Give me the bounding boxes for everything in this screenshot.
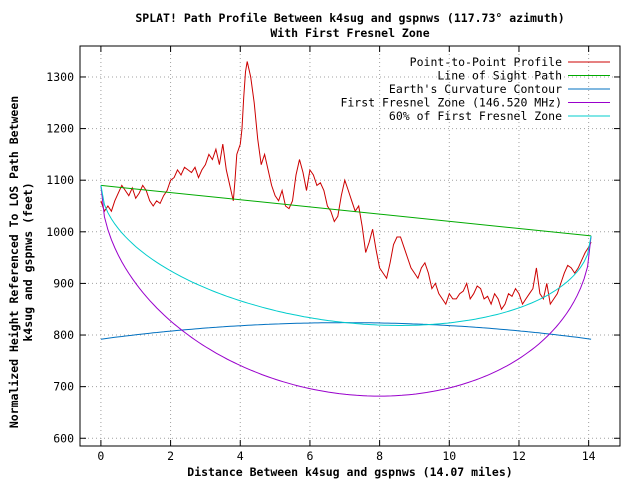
y-tick-label: 600 (53, 431, 74, 445)
series-line-of-sight-path (100, 184, 592, 237)
legend-label: 60% of First Fresnel Zone (389, 109, 562, 123)
x-tick-label: 4 (237, 449, 244, 463)
y-axis-label-line1: Normalized Height Referenced To LOS Path… (7, 96, 21, 428)
x-tick-label: 10 (442, 449, 456, 463)
x-tick-label: 6 (306, 449, 313, 463)
legend-label: First Fresnel Zone (146.520 MHz) (340, 96, 562, 110)
y-tick-label: 1300 (46, 70, 74, 84)
y-axis-label-line2: k4sug and gspnws (feet) (21, 182, 35, 341)
series-point-to-point-profile (100, 61, 592, 311)
legend-label: Point-to-Point Profile (410, 55, 562, 69)
x-tick-label: 2 (167, 449, 174, 463)
series-earth-s-curvature-contour (100, 322, 592, 340)
legend-label: Earth's Curvature Contour (389, 82, 562, 96)
plot-frame (79, 45, 621, 447)
series-lines (100, 61, 592, 397)
y-tick-label: 1200 (46, 122, 74, 136)
series-first-fresnel-zone-146-520-mhz (100, 185, 592, 397)
axis-ticks: 0 2 4 6 8 10 12 14 600 700 800 900 1000 1100 1200 1300 (46, 46, 620, 463)
chart-subtitle: With First Fresnel Zone (270, 26, 429, 40)
x-tick-label: 12 (512, 449, 526, 463)
chart-title: SPLAT! Path Profile Between k4sug and gs… (135, 11, 564, 25)
y-tick-label: 700 (53, 380, 74, 394)
y-tick-label: 800 (53, 328, 74, 342)
series-60-of-first-fresnel-zone (100, 185, 592, 326)
x-axis-label: Distance Between k4sug and gspnws (14.07… (187, 465, 512, 479)
y-tick-label: 900 (53, 276, 74, 290)
legend-label: Line of Sight Path (437, 69, 562, 83)
y-tick-label: 1100 (46, 173, 74, 187)
y-tick-label: 1000 (46, 225, 74, 239)
x-tick-label: 0 (97, 449, 104, 463)
x-tick-label: 8 (376, 449, 383, 463)
grid-lines (80, 46, 620, 446)
x-tick-label: 14 (582, 449, 596, 463)
